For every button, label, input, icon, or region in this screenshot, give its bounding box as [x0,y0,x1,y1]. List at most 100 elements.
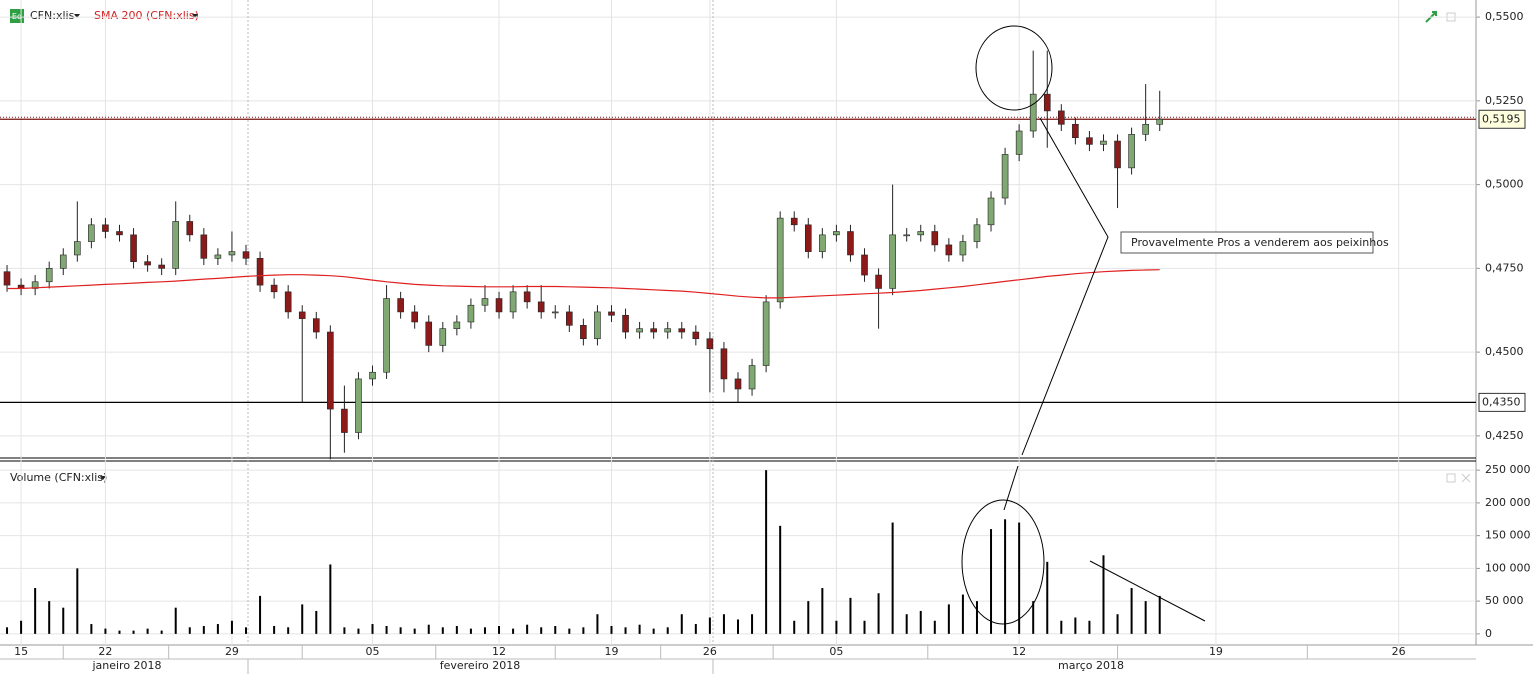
instrument-icon[interactable] [10,9,24,23]
volume-bar [34,588,37,634]
volume-bar [1074,617,1077,634]
x-tick-label: 29 [225,645,239,658]
candle-body [734,378,742,390]
candle-body [495,298,503,313]
volume-bar [751,614,754,634]
candle-body [284,291,292,313]
candle-body [1086,137,1093,145]
dropdown-arrow[interactable] [192,14,198,18]
y-tick-label: 0,4250 [1485,429,1524,442]
candle-body [1029,93,1037,132]
candle-body [959,241,967,256]
volume-bar [961,594,964,634]
candle-body [1114,140,1121,169]
volume-bar [919,610,922,634]
volume-bar [427,624,430,634]
volume-bar [1046,561,1049,634]
volume-bar [343,627,346,634]
volume-bar [568,628,571,634]
candle-body [383,298,390,373]
volume-bar [652,628,655,634]
legend-volume[interactable]: Volume (CFN:xlis) [10,471,107,484]
volume-bar [779,525,782,634]
candle-body [74,241,81,256]
candle-body [256,258,264,286]
volume-bar [385,626,388,634]
volume-bar [483,627,486,634]
annotation-ellipse [975,25,1053,111]
candle-body [242,251,250,259]
volume-bar [329,564,332,634]
volume-bar [301,604,304,634]
x-tick-label: 26 [703,645,717,658]
y-tick-label: 50 000 [1485,594,1524,607]
candle-body [59,254,67,269]
candle-body [88,224,95,242]
volume-bar [245,627,247,634]
volume-bar [160,630,163,634]
candle-body [1142,123,1149,135]
volume-bar [1102,555,1105,634]
dropdown-arrow[interactable] [74,14,80,18]
volume-bar [610,626,613,634]
volume-bar [708,617,711,634]
volume-bar [807,601,810,634]
volume-bar [20,620,23,634]
volume-bar [118,630,121,634]
candle-body [594,311,601,340]
candle-body [1015,130,1023,155]
candle-body [467,304,475,323]
candle-body [45,268,53,283]
y-tick-label: 100 000 [1485,561,1531,574]
legend-sma[interactable]: SMA 200 (CFN:xlis) [94,9,199,22]
x-tick-label: 05 [829,645,843,658]
volume-bar [132,630,135,634]
candle-body [172,221,180,269]
candle-body [608,311,615,316]
volume-bar [1088,620,1091,634]
candle-body [3,271,11,286]
volume-bar [230,620,233,634]
window-button[interactable] [1446,473,1456,483]
volume-bar [793,620,796,634]
candle-body [790,217,798,226]
x-tick-label: 15 [14,645,28,658]
volume-bar [413,628,416,634]
volume-bar [455,626,458,634]
candle-body [1001,154,1009,199]
candle-body [102,224,109,232]
candle-body [1043,93,1051,112]
x-tick-label: 05 [366,645,380,658]
candle-body [327,331,334,410]
candle-body [678,328,686,333]
volume-bar [76,568,79,634]
volume-bar [1144,601,1147,634]
candle-body [804,224,812,252]
candle-body [341,408,348,433]
candle-body [453,321,461,329]
candle-body [158,264,165,269]
volume-bar [104,628,107,634]
close-button[interactable] [1461,473,1471,483]
volume-bar [469,628,472,634]
volume-bar [146,628,149,634]
legend-candles[interactable]: CFN:xlis [30,9,75,22]
volume-bar [357,628,360,634]
candle-body [116,231,123,236]
dropdown-arrow[interactable] [100,476,106,480]
candle-body [200,234,208,259]
x-tick-label: 26 [1392,645,1406,658]
candle-body [144,261,151,266]
x-tick-label: 19 [1209,645,1223,658]
candle-body [889,234,896,289]
candle-body [130,234,137,262]
candle-body [903,234,910,237]
candle-body [931,231,939,246]
volume-bar [1018,522,1021,634]
candle-body [397,298,404,313]
candle-body [973,224,981,242]
volume-bar [863,620,866,634]
candle-body [720,348,728,380]
volume-bar [371,624,374,634]
